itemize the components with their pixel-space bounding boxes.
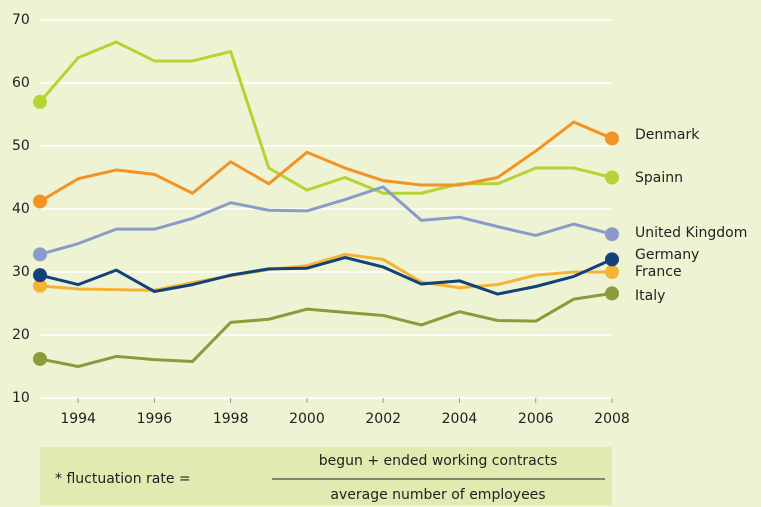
x-tick-label: 1998 (213, 411, 249, 427)
x-tick-label: 2004 (442, 411, 478, 427)
end-point (33, 268, 47, 283)
end-point (33, 278, 47, 293)
footnote-denominator: average number of employees (330, 487, 545, 503)
series-line (39, 120, 613, 203)
footnote-label: * fluctuation rate = (55, 471, 191, 487)
y-tick-label: 60 (12, 75, 30, 91)
x-tick-label: 2006 (518, 411, 554, 427)
legend-label: France (635, 264, 682, 280)
legend-label: United Kingdom (635, 225, 747, 241)
y-tick-label: 70 (12, 12, 30, 28)
end-point (605, 286, 619, 301)
x-tick-label: 1994 (60, 411, 96, 427)
series-line (39, 252, 612, 292)
y-tick-label: 40 (12, 201, 30, 217)
y-tick-label: 10 (12, 390, 30, 406)
series-line (39, 256, 613, 296)
footnote-box (40, 447, 612, 505)
footnote-numerator: begun + ended working contracts (319, 453, 558, 469)
end-point (33, 351, 47, 366)
series-line (39, 291, 613, 368)
legend-label: Denmark (635, 127, 700, 143)
y-tick-label: 30 (12, 264, 30, 280)
end-point (33, 94, 47, 109)
y-tick-label: 50 (12, 138, 30, 154)
x-tick-label: 2000 (289, 411, 325, 427)
legend-label: Italy (635, 288, 665, 304)
x-tick-label: 2008 (594, 411, 630, 427)
series-line (38, 40, 613, 195)
series-line (39, 185, 613, 256)
end-point (605, 170, 619, 185)
end-point (605, 227, 619, 242)
legend-label: Germany (635, 247, 699, 263)
legend-label: Spainn (635, 170, 683, 186)
end-point (33, 194, 47, 209)
y-tick-label: 20 (12, 327, 30, 343)
end-point (33, 247, 47, 262)
end-point (605, 252, 619, 267)
end-point (605, 131, 619, 146)
x-tick-label: 1996 (137, 411, 173, 427)
x-tick-label: 2002 (365, 411, 401, 427)
end-point (605, 265, 619, 279)
